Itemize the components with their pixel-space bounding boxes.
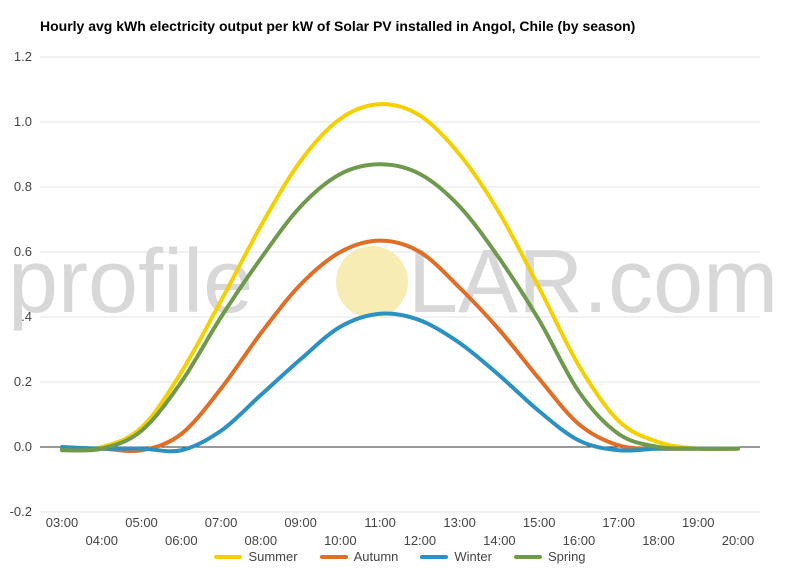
x-tick-label: 19:00: [682, 515, 715, 530]
x-tick-label: 18:00: [642, 533, 675, 548]
chart-title: Hourly avg kWh electricity output per kW…: [40, 18, 636, 34]
x-tick-label: 17:00: [602, 515, 635, 530]
x-tick-label: 15:00: [523, 515, 556, 530]
y-tick-label: 1.0: [14, 114, 32, 129]
legend-label: Winter: [454, 549, 492, 564]
series-line-spring: [60, 162, 740, 453]
x-tick-label: 12:00: [404, 533, 437, 548]
watermark-text-left: profile: [8, 232, 253, 332]
x-tick-label: 16:00: [563, 533, 596, 548]
legend-item-winter: Winter: [420, 549, 492, 564]
x-tick-label: 14:00: [483, 533, 516, 548]
x-tick-label: 03:00: [46, 515, 79, 530]
legend-swatch: [319, 554, 348, 559]
x-tick-label: 05:00: [125, 515, 158, 530]
y-tick-label: 1.2: [14, 49, 32, 64]
x-tick-label: 08:00: [245, 533, 278, 548]
x-tick-label: 07:00: [205, 515, 238, 530]
series-line-summer: [60, 102, 740, 452]
y-tick-label: 0.6: [14, 244, 32, 259]
legend-item-summer: Summer: [214, 549, 298, 564]
y-tick-label: 0.4: [14, 309, 32, 324]
y-tick-label: 0.2: [14, 374, 32, 389]
legend-swatch: [513, 554, 542, 559]
legend-item-spring: Spring: [513, 549, 586, 564]
chart-legend: Summer Autumn Winter Spring: [0, 549, 800, 564]
watermark-sun: [336, 246, 408, 318]
legend-label: Spring: [547, 549, 586, 564]
legend-label: Autumn: [353, 549, 399, 564]
x-tick-label: 13:00: [443, 515, 476, 530]
legend-swatch: [420, 554, 449, 559]
y-tick-label: -0.2: [10, 504, 32, 519]
y-tick-label: 0.8: [14, 179, 32, 194]
y-tick-label: 0.0: [14, 439, 32, 454]
x-tick-label: 10:00: [324, 533, 357, 548]
x-tick-label: 04:00: [85, 533, 118, 548]
legend-swatch: [214, 554, 243, 559]
legend-label: Summer: [248, 549, 298, 564]
series-line-autumn: [60, 238, 740, 454]
x-tick-label: 20:00: [722, 533, 755, 548]
watermark-text-right: LAR.com: [408, 232, 778, 332]
x-tick-label: 09:00: [284, 515, 317, 530]
series-line-winter: [60, 311, 740, 454]
x-tick-label: 11:00: [364, 515, 396, 530]
legend-item-autumn: Autumn: [319, 549, 399, 564]
x-tick-label: 06:00: [165, 533, 198, 548]
